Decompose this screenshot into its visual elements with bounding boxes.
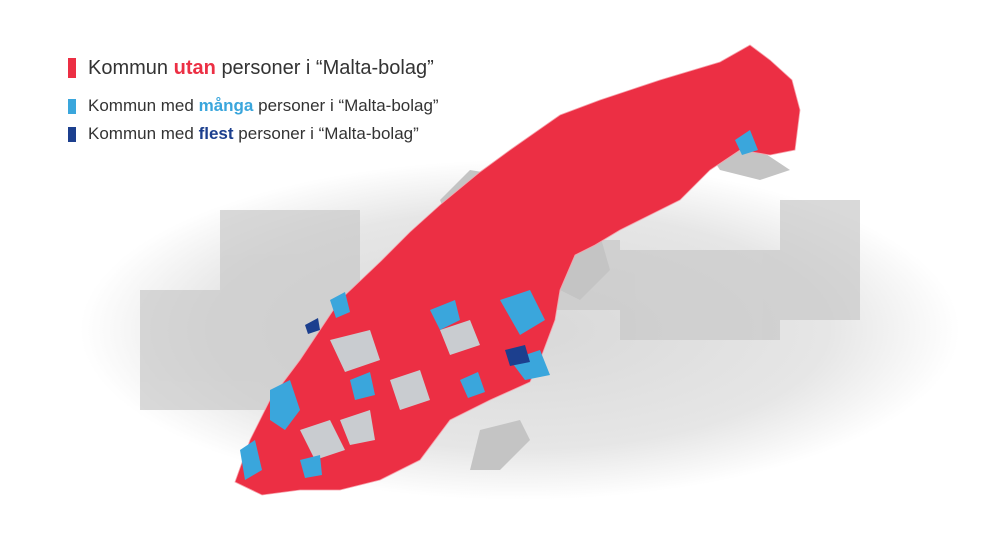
legend-prefix: Kommun med: [88, 124, 194, 143]
land-gray: [440, 140, 790, 470]
legend-prefix: Kommun: [88, 56, 169, 79]
legend-item: Kommun utan personer i “Malta-bolag”: [68, 52, 439, 84]
dark-blue-municipalities: [305, 318, 530, 366]
legend-emphasis: utan: [173, 56, 216, 79]
legend: Kommun utan personer i “Malta-bolag” Kommun…: [68, 52, 439, 148]
legend-suffix: personer i “Malta-bolag”: [258, 96, 439, 115]
legend-swatch: [68, 58, 76, 78]
legend-item: Kommun med flest personer i “Malta-bolag”: [68, 120, 439, 148]
legend-swatch: [68, 98, 76, 114]
gray-municipalities: [300, 320, 480, 460]
legend-emphasis: flest: [198, 124, 234, 143]
sweden-municipalities: [234, 44, 801, 496]
legend-suffix: personer i “Malta-bolag”: [221, 56, 434, 79]
legend-prefix: Kommun med: [88, 96, 194, 115]
legend-suffix: personer i “Malta-bolag”: [238, 124, 419, 143]
blue-municipalities: [240, 130, 758, 480]
legend-emphasis: många: [198, 96, 254, 115]
legend-swatch: [68, 126, 76, 142]
legend-item: Kommun med många personer i “Malta-bolag”: [68, 92, 439, 120]
